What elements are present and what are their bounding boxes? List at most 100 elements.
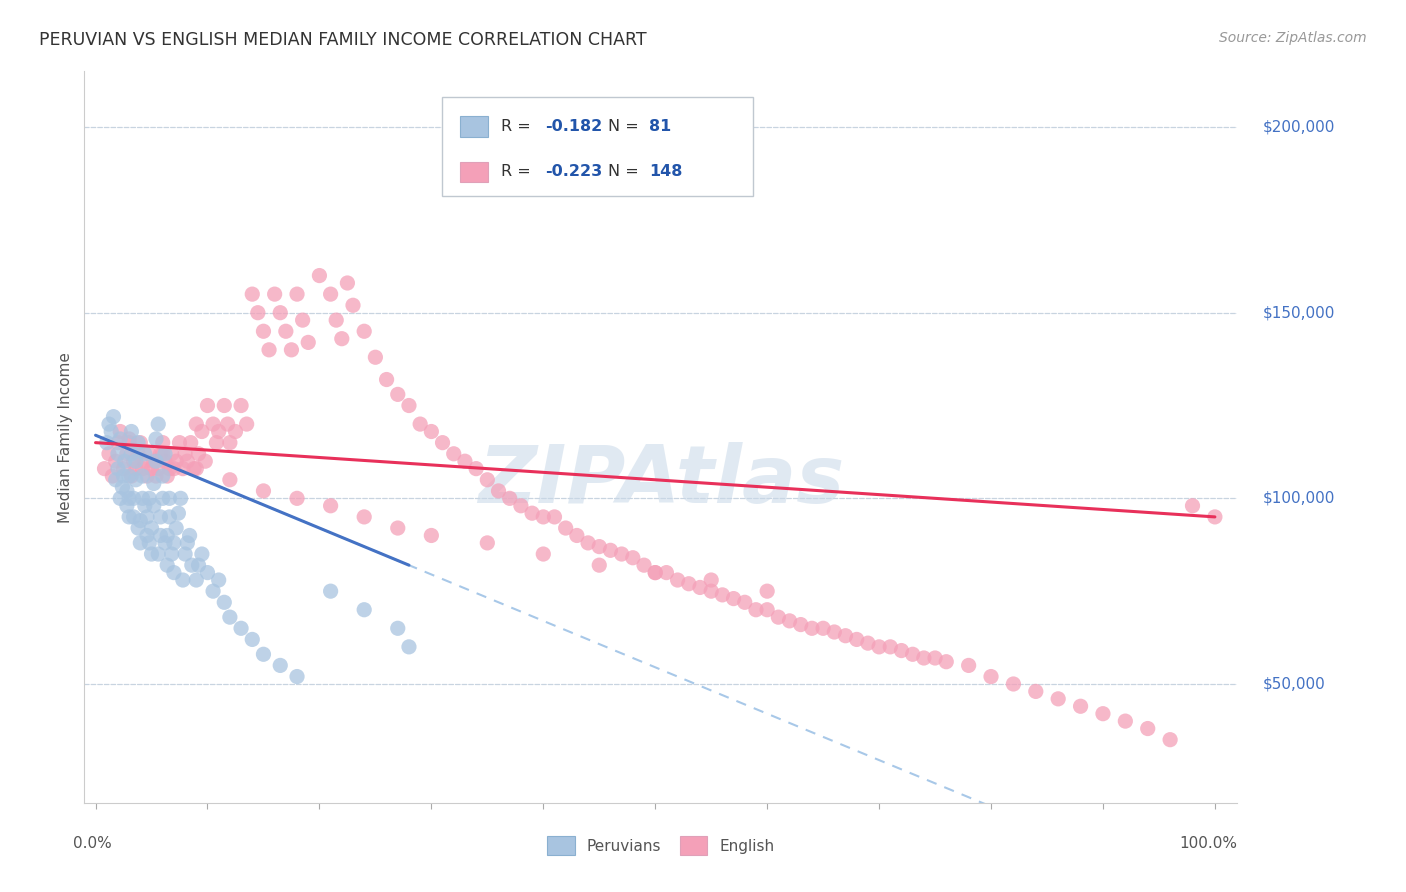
Point — [138, 447, 160, 461]
Point — [98, 447, 121, 461]
Point — [118, 469, 141, 483]
Point — [297, 335, 319, 350]
Point — [285, 669, 308, 683]
Point — [197, 566, 219, 580]
Text: $150,000: $150,000 — [1263, 305, 1336, 320]
Point — [700, 584, 723, 599]
Point — [107, 447, 129, 461]
Point — [868, 640, 890, 654]
Point — [218, 610, 240, 624]
Point — [145, 454, 167, 468]
Point — [134, 499, 156, 513]
Text: Source: ZipAtlas.com: Source: ZipAtlas.com — [1219, 31, 1367, 45]
Point — [531, 509, 554, 524]
Point — [1136, 722, 1159, 736]
Point — [197, 399, 219, 413]
Point — [387, 621, 409, 635]
Text: $50,000: $50,000 — [1263, 676, 1326, 691]
Point — [187, 558, 209, 573]
Point — [174, 447, 197, 461]
Point — [214, 399, 236, 413]
Point — [122, 491, 145, 506]
Point — [156, 558, 179, 573]
Text: $100,000: $100,000 — [1263, 491, 1336, 506]
Point — [621, 550, 644, 565]
Text: PERUVIAN VS ENGLISH MEDIAN FAMILY INCOME CORRELATION CHART: PERUVIAN VS ENGLISH MEDIAN FAMILY INCOME… — [39, 31, 647, 49]
Point — [700, 573, 723, 587]
Point — [409, 417, 432, 431]
Point — [152, 435, 174, 450]
Point — [655, 566, 678, 580]
Point — [387, 521, 409, 535]
Point — [104, 454, 127, 468]
Point — [980, 669, 1002, 683]
Point — [208, 573, 231, 587]
Point — [499, 491, 522, 506]
Point — [145, 432, 167, 446]
Point — [100, 425, 122, 439]
Point — [387, 387, 409, 401]
Point — [172, 573, 194, 587]
Point — [180, 558, 202, 573]
Point — [120, 469, 142, 483]
Point — [252, 324, 274, 338]
Point — [218, 435, 240, 450]
Point — [152, 491, 174, 506]
Point — [142, 454, 165, 468]
Point — [588, 558, 610, 573]
Point — [172, 461, 194, 475]
Point — [208, 425, 231, 439]
FancyBboxPatch shape — [460, 116, 488, 136]
Text: -0.182: -0.182 — [546, 119, 603, 134]
Point — [214, 595, 236, 609]
Point — [152, 447, 174, 461]
Point — [565, 528, 588, 542]
Y-axis label: Median Family Income: Median Family Income — [58, 351, 73, 523]
Point — [165, 521, 187, 535]
Point — [531, 547, 554, 561]
Point — [353, 324, 375, 338]
Point — [149, 509, 172, 524]
Point — [1025, 684, 1047, 698]
Point — [127, 447, 149, 461]
Point — [107, 435, 129, 450]
Point — [118, 509, 141, 524]
Point — [229, 399, 252, 413]
Point — [159, 509, 181, 524]
Point — [454, 454, 477, 468]
Point — [1181, 499, 1204, 513]
Text: -0.223: -0.223 — [546, 164, 603, 179]
Point — [129, 435, 152, 450]
Point — [169, 491, 191, 506]
Point — [156, 528, 179, 542]
Point — [319, 584, 342, 599]
Text: 0.0%: 0.0% — [73, 836, 111, 851]
Point — [108, 491, 131, 506]
Point — [136, 469, 159, 483]
Point — [131, 491, 153, 506]
Point — [118, 491, 141, 506]
Point — [520, 506, 543, 520]
Point — [1047, 691, 1070, 706]
Point — [756, 603, 779, 617]
Point — [141, 547, 163, 561]
Point — [194, 454, 217, 468]
Point — [152, 469, 174, 483]
Point — [118, 435, 141, 450]
Point — [644, 566, 666, 580]
Point — [711, 588, 734, 602]
Point — [800, 621, 823, 635]
Point — [330, 332, 353, 346]
Point — [104, 473, 127, 487]
Point — [115, 483, 138, 498]
Point — [240, 632, 263, 647]
Point — [269, 306, 291, 320]
Point — [149, 528, 172, 542]
Point — [554, 521, 576, 535]
Point — [308, 268, 330, 283]
Point — [488, 483, 510, 498]
Point — [186, 573, 208, 587]
Point — [285, 491, 308, 506]
Point — [269, 658, 291, 673]
Point — [145, 469, 167, 483]
